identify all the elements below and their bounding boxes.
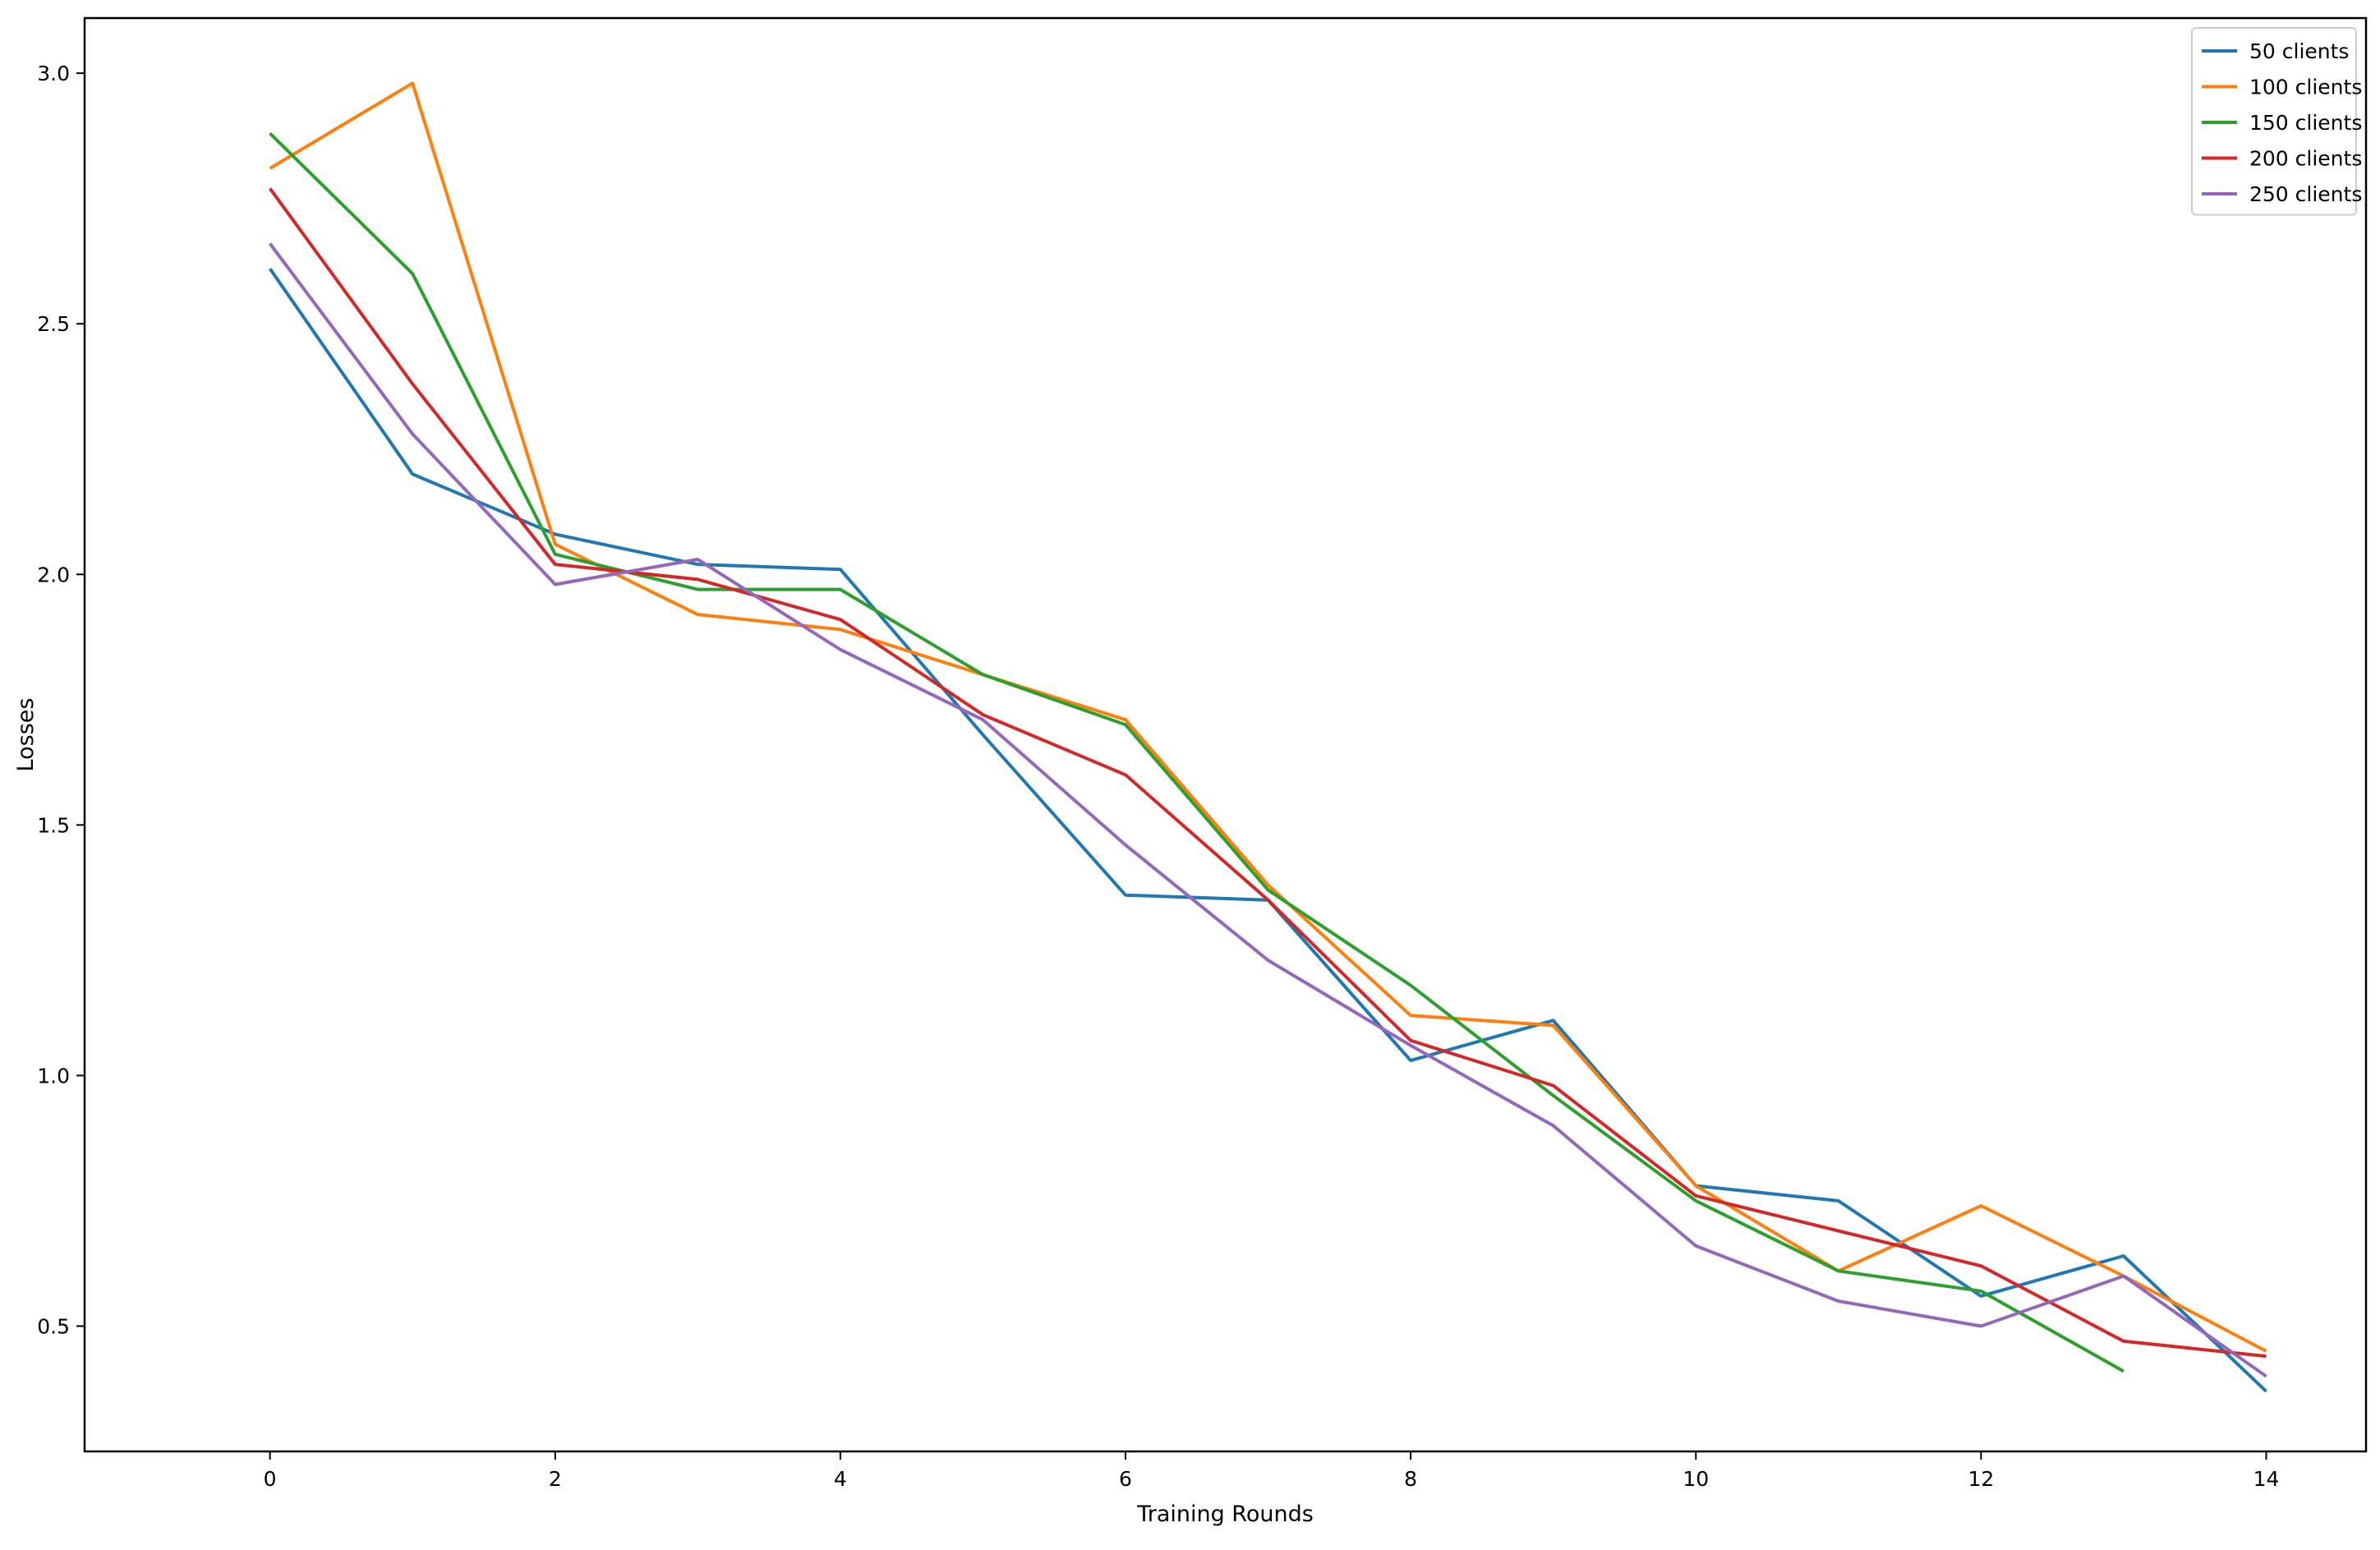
x-tick-label: 14 (2253, 1467, 2280, 1491)
x-tick-label: 2 (549, 1467, 562, 1491)
x-axis-label: Training Rounds (1136, 1502, 1314, 1527)
x-tick-label: 10 (1683, 1467, 1709, 1491)
legend-label-1: 50 clients (2249, 39, 2349, 63)
legend-label-2: 100 clients (2249, 76, 2362, 99)
y-tick-label: 3.0 (37, 62, 70, 85)
series-line-5 (268, 242, 2267, 1378)
x-tick-label: 12 (1968, 1467, 1994, 1491)
y-axis-label: Losses (13, 698, 39, 772)
x-tick-label: 4 (834, 1467, 847, 1491)
legend-label-3: 150 clients (2249, 111, 2362, 135)
y-axis-ticks: 0.5 1.0 1.5 2.0 2.5 3.0 (37, 62, 85, 1338)
x-axis-ticks: 0 2 4 6 8 10 12 14 (264, 1451, 2280, 1491)
series-layer (268, 81, 2267, 1393)
y-tick-label: 2.0 (37, 563, 70, 586)
y-tick-label: 0.5 (37, 1314, 70, 1338)
legend-box (2191, 27, 2357, 216)
x-tick-label: 8 (1404, 1467, 1417, 1491)
y-tick-label: 1.5 (37, 813, 70, 837)
legend-label-4: 200 clients (2249, 147, 2362, 171)
series-line-4 (268, 187, 2267, 1359)
y-tick-label: 1.0 (37, 1064, 70, 1088)
series-line-3 (269, 131, 2125, 1373)
x-tick-label: 0 (264, 1467, 277, 1491)
x-tick-label: 6 (1119, 1467, 1132, 1491)
y-tick-label: 2.5 (37, 312, 70, 336)
legend: 50 clients 100 clients 150 clients 200 clie… (2191, 27, 2362, 216)
plot-area-frame (83, 16, 2368, 1453)
legend-label-5: 250 clients (2249, 182, 2362, 206)
